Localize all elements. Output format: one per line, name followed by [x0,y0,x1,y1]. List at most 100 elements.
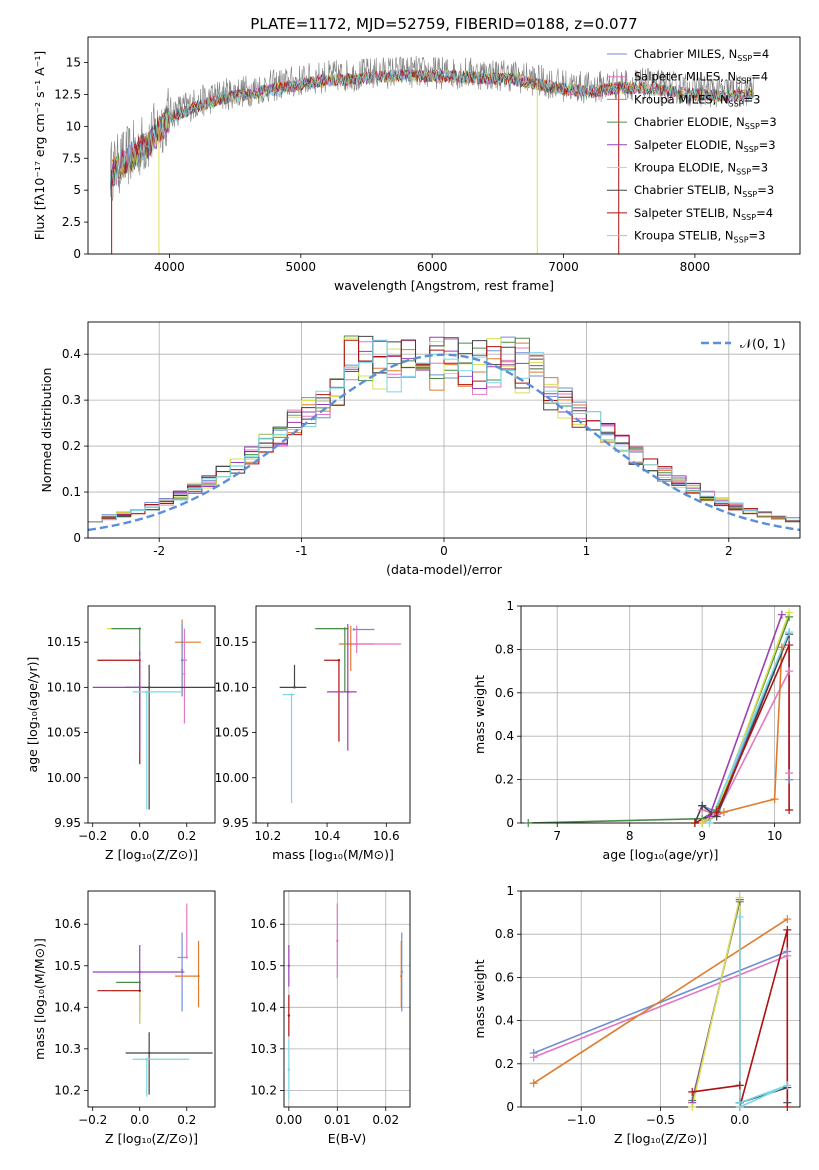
data-point [400,974,403,978]
data-point [183,672,186,676]
legend-entry: Chabrier ELODIE, NSSP=3 [634,115,777,131]
axes-frame [520,605,801,824]
y-tick-label: 10.5 [250,959,277,973]
legend-entry: Salpeter STELIB, NSSP=4 [634,206,773,222]
x-tick-label: −0.2 [78,1113,107,1127]
x-tick-label: 4000 [154,260,185,274]
y-tick-label: 0.2 [62,439,81,453]
spectrum-panel: 4000 5000 6000 7000 8000 0 2.5 5 7.5 10 12.5 15 wave… [32,36,801,293]
plus-marker [783,1103,792,1111]
plus-marker [785,769,794,778]
plus-marker [777,643,786,652]
x-tick-label: −1.0 [567,1113,596,1127]
x-axis-label: Z [log₁₀(Z/Z⊙)] [614,1131,707,1146]
axes-frame [87,321,801,539]
data-point [138,989,141,992]
axes-frame [255,605,411,824]
mass-weight-series [701,614,783,823]
x-tick-label: 0.2 [177,829,196,843]
data-point [287,1014,291,1017]
axes-frame [520,890,801,1108]
y-tick-label: 10.00 [215,771,249,785]
y-tick-label: 10.10 [47,680,81,694]
residual-legend: 𝒩(0, 1) [701,336,786,351]
legend-entry: Chabrier STELIB, NSSP=3 [634,183,774,199]
y-tick-label: 10.3 [250,1042,277,1056]
x-tick-label: 0.2 [177,1113,196,1127]
plus-marker [529,1079,538,1088]
y-tick-label: 0.8 [495,642,514,656]
y-tick-label: 9.95 [54,816,81,830]
data-point [180,659,184,662]
y-tick-label: 0 [73,531,81,545]
plus-marker [785,608,794,617]
x-axis-label: E(B-V) [328,1131,367,1146]
mass_weight_vs_age-plot-area [521,606,800,823]
x-tick-label: 0.0 [130,1113,149,1127]
y-tick-label: 0.2 [495,1057,514,1071]
plus-marker [785,805,794,814]
y-axis-label: age [log₁₀(age/yr)] [25,657,40,773]
x-axis-label: Z [log₁₀(Z/Z⊙)] [105,847,198,862]
y-tick-label: 9.95 [222,816,249,830]
y-tick-label: 0.6 [495,686,514,700]
data-point [355,642,358,646]
y-tick-label: 0 [506,1100,514,1114]
plus-marker [524,819,533,827]
y-tick-label: 2.5 [62,215,81,229]
x-axis-label: (data-model)/error [386,562,503,577]
x-tick-label: 0.0 [130,829,149,843]
axes-frame [283,890,411,1108]
plus-marker [698,819,707,827]
y-tick-label: 10.3 [54,1042,81,1056]
age_vs_Z-panel: −0.2 0.0 0.2 9.95 10.00 10.05 10.10 10.15 Z [log… [25,605,216,862]
x-axis-label: mass [log₁₀(M/M⊙)] [272,847,394,862]
y-tick-label: 10.6 [250,917,277,931]
y-tick-label: 10 [66,119,81,133]
y-axis-label: mass [log₁₀(M/M⊙)] [32,938,47,1060]
data-point [293,686,296,689]
legend-entry: Salpeter ELODIE, NSSP=3 [634,138,776,154]
y-tick-label: 0.2 [495,773,514,787]
age_vs_Z-plot-area [92,619,215,810]
model-spectrum-line [110,69,754,190]
plus-marker [712,808,721,817]
x-tick-label: 0.0 [730,1113,749,1127]
data-point [180,968,184,972]
x-tick-label: -2 [153,544,165,558]
mass-weight-series [692,929,789,1107]
data-point [346,690,350,694]
plus-marker [705,819,714,827]
data-point [337,659,341,662]
data-point [287,964,291,967]
x-tick-label: 1 [583,544,591,558]
mass-weight-series [694,633,790,823]
y-tick-label: 0.6 [495,970,514,984]
y-tick-label: 10.2 [250,1083,277,1097]
y-axis-label: Flux [fλ10⁻¹⁷ erg cm⁻² s⁻¹ A⁻¹] [32,51,47,240]
mass_weight_vs_Z-panel: −1.0 −0.5 0.0 0 0.2 0.4 0.6 0.8 1 Z [log₁₀(Z/Z⊙)]… [472,884,801,1146]
x-tick-label: 5000 [286,260,317,274]
plus-marker [735,1081,744,1090]
data-point [147,1051,151,1055]
y-tick-label: 10.15 [215,635,249,649]
x-tick-label: 10 [767,829,782,843]
y-tick-label: 10.5 [54,959,81,973]
plus-marker [698,801,707,810]
plus-marker [785,667,794,676]
y-tick-label: 0.4 [495,729,514,743]
x-tick-label: −0.5 [646,1113,675,1127]
data-point [138,627,141,630]
y-tick-label: 10.6 [54,917,81,931]
plus-marker [785,628,794,637]
y-tick-label: 10.00 [47,771,81,785]
age_vs_mass-plot-area [279,624,402,804]
y-tick-label: 1 [506,884,514,898]
plus-marker [777,610,786,619]
y-tick-label: 12.5 [54,87,81,101]
x-tick-label: -1 [296,544,308,558]
axes-frame [87,605,216,824]
x-axis-label: Z [log₁₀(Z/Z⊙)] [105,1131,198,1146]
age_vs_mass-panel: 10.2 10.4 10.6 9.95 10.00 10.05 10.10 10.15 mass… [215,605,411,862]
